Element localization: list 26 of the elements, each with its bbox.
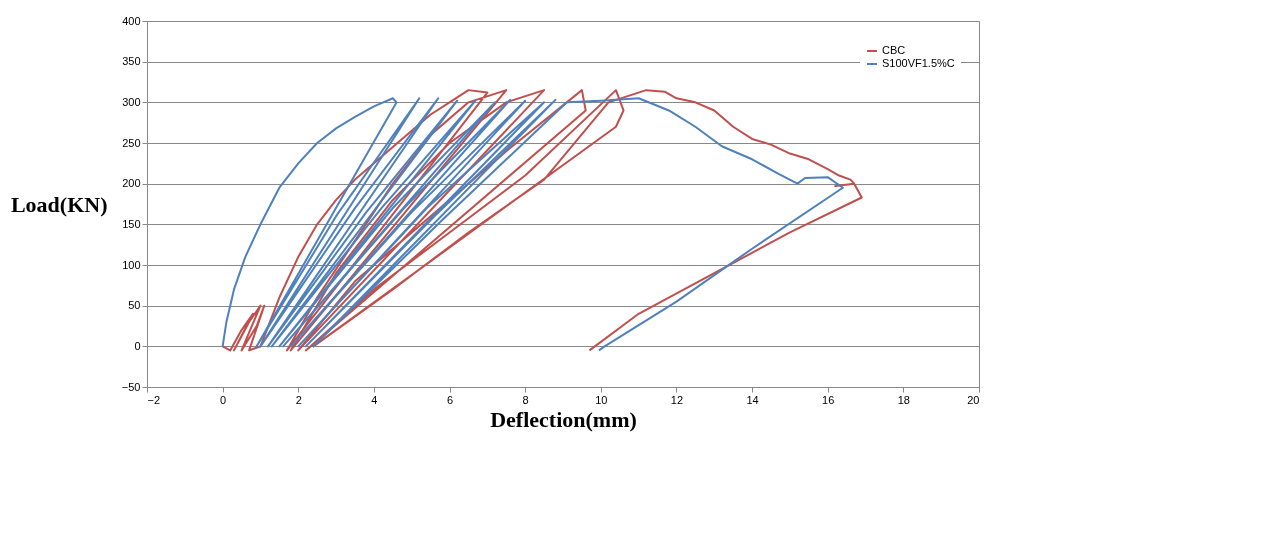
x-tick-label: 0 bbox=[220, 393, 227, 406]
x-tick-label: 2 bbox=[295, 393, 302, 406]
x-tick-label: 14 bbox=[746, 393, 759, 406]
y-tick-label: 300 bbox=[122, 95, 141, 108]
y-tick-label: 250 bbox=[122, 136, 141, 149]
x-tick-label: 10 bbox=[595, 393, 608, 406]
legend-label: CBC bbox=[882, 44, 906, 56]
x-tick-label: 12 bbox=[670, 393, 684, 406]
x-tick-label: 8 bbox=[522, 393, 529, 406]
y-tick-label: 100 bbox=[122, 258, 141, 271]
y-tick-label: −50 bbox=[121, 380, 141, 393]
x-tick-label: 18 bbox=[897, 393, 910, 406]
x-axis-title: Deflection(mm) bbox=[490, 406, 637, 432]
x-tick-label: 4 bbox=[371, 393, 378, 406]
legend-label: S100VF1.5%C bbox=[882, 57, 955, 69]
y-axis-title: Load(KN) bbox=[10, 191, 108, 217]
x-tick-label: 6 bbox=[446, 393, 454, 406]
x-tick-label: −2 bbox=[147, 393, 161, 406]
y-tick-label: 0 bbox=[134, 339, 141, 352]
y-tick-label: 400 bbox=[122, 14, 141, 27]
y-tick-label: 200 bbox=[122, 177, 141, 190]
y-tick-label: 150 bbox=[122, 217, 141, 230]
y-tick-label: 350 bbox=[122, 55, 141, 68]
y-tick-label: 50 bbox=[128, 299, 141, 312]
x-tick-label: 20 bbox=[967, 393, 980, 406]
x-tick-label: 16 bbox=[822, 393, 835, 406]
